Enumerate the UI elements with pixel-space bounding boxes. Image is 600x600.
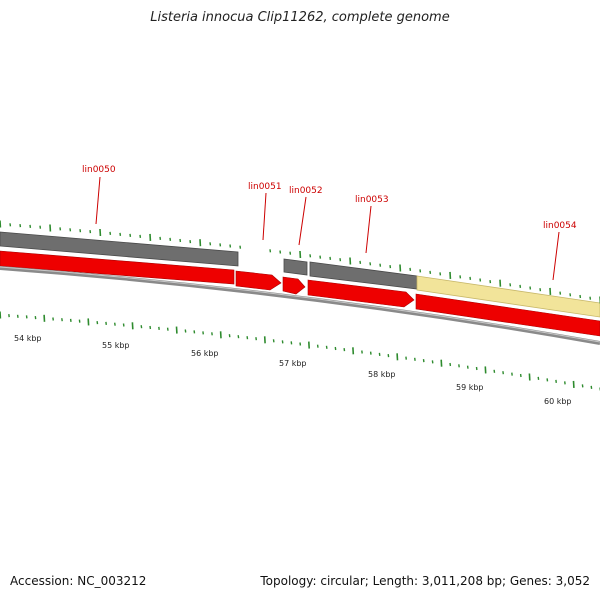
gene-labels: lin0050 lin0051 lin0052 lin0053 lin0054 [82,165,577,231]
scale-tick-marks [0,311,600,391]
cds-arrow-lin0054[interactable] [415,293,600,337]
genome-backbone [0,266,600,345]
leader-line-lin0052 [298,196,307,246]
gene-label-lin0054[interactable]: lin0054 [543,221,577,231]
gene-label-lin0050[interactable]: lin0050 [82,165,116,175]
scale-label: 58 kbp [368,370,396,379]
scale-label: 55 kbp [102,341,130,350]
gene-label-lin0051[interactable]: lin0051 [248,182,282,192]
accession-text: Accession: NC_003212 [10,574,147,588]
scale-label: 54 kbp [14,334,42,343]
gene-feature-lin0052-block[interactable] [283,258,308,276]
leader-line-lin0050 [95,176,101,225]
forward-strand-track [0,250,600,337]
scale-labels: 54 kbp 55 kbp 56 kbp 57 kbp 58 kbp 59 kb… [14,334,572,406]
scale-label: 56 kbp [191,349,219,358]
cds-arrow-lin0051[interactable] [235,270,282,291]
cds-arrow-lin0050[interactable] [0,250,235,285]
gene-label-lin0052[interactable]: lin0052 [289,186,323,196]
gene-label-lin0053[interactable]: lin0053 [355,195,389,205]
leader-line-lin0053 [365,205,372,254]
scale-label: 59 kbp [456,383,484,392]
map-title: Listeria innocua Clip11262, complete gen… [150,10,450,25]
genome-backbone-highlight [0,266,600,343]
upper-tick-marks [0,220,600,304]
cds-arrow-lin0053[interactable] [307,279,415,308]
gene-label-leaders [95,176,560,281]
gene-feature-lin0050-block[interactable] [0,231,239,267]
cds-arrow-lin0052[interactable] [282,276,306,295]
scale-label: 60 kbp [544,397,572,406]
leader-line-lin0051 [262,192,267,241]
scale-label: 57 kbp [279,359,307,368]
reverse-strand-track [0,231,600,318]
genome-summary-text: Topology: circular; Length: 3,011,208 bp… [260,574,590,588]
gene-feature-lin0054-block[interactable] [416,275,600,318]
leader-line-lin0054 [552,231,560,281]
